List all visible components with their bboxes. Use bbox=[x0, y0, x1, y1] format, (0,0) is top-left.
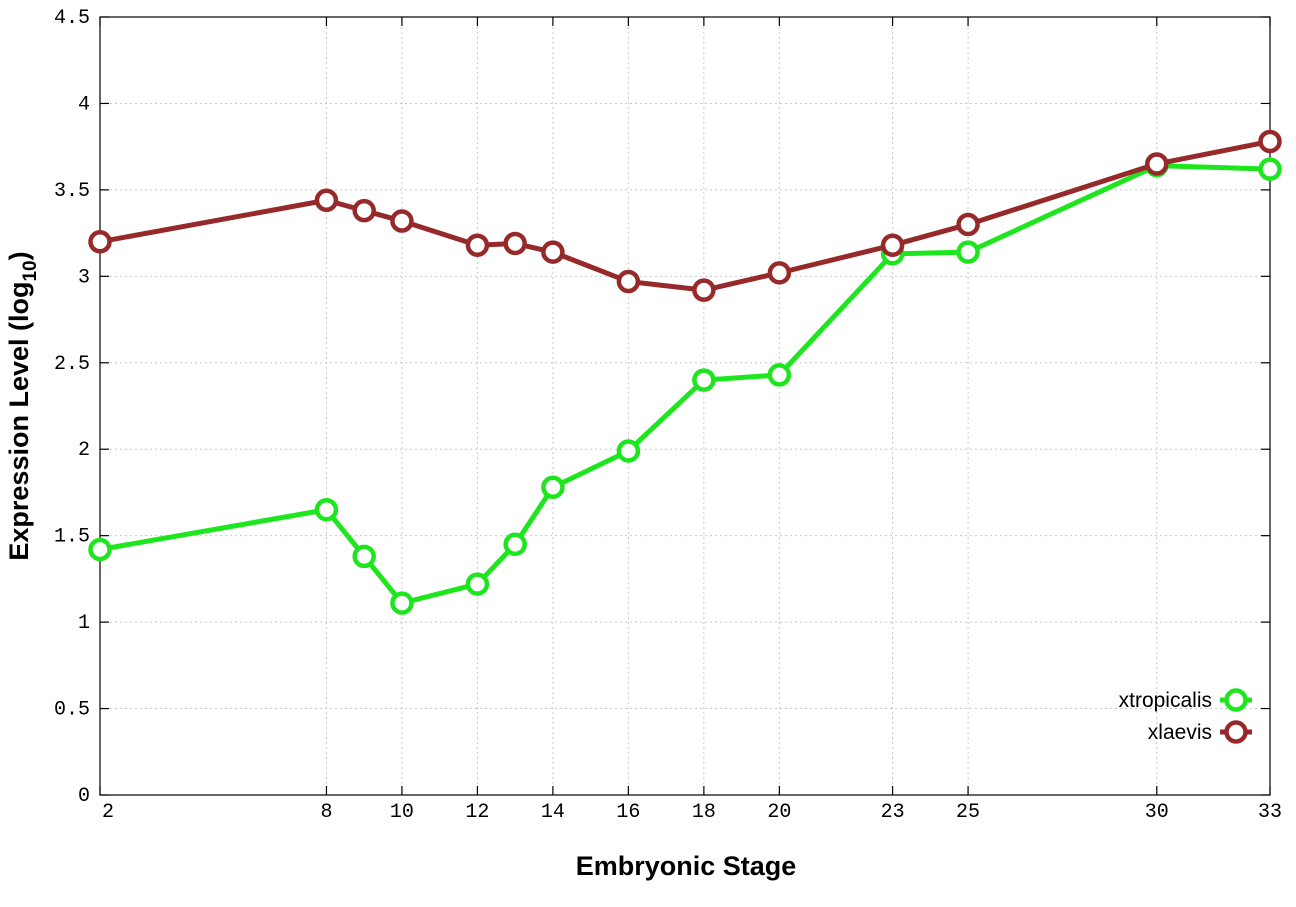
y-tick-label: 4.5 bbox=[54, 7, 90, 30]
x-tick-label: 20 bbox=[767, 801, 791, 824]
data-point-xlaevis bbox=[88, 230, 112, 254]
data-point-xlaevis bbox=[1145, 152, 1169, 176]
data-point-xlaevis bbox=[503, 231, 527, 256]
y-tick-label: 3.5 bbox=[54, 180, 90, 203]
legend-marker bbox=[1224, 688, 1248, 712]
x-tick-label: 18 bbox=[692, 801, 716, 824]
data-point-xtropicalis bbox=[314, 497, 339, 522]
x-tick-label: 12 bbox=[465, 801, 489, 824]
x-tick-label: 23 bbox=[881, 801, 905, 824]
series-xlaevis bbox=[88, 129, 1282, 302]
x-tick-label: 2 bbox=[102, 801, 114, 824]
y-axis-title-subscript: 10 bbox=[20, 260, 41, 281]
legend: xtropicalis xlaevis bbox=[1119, 688, 1252, 744]
y-tick-label: 0 bbox=[78, 785, 90, 808]
x-tick-label: 14 bbox=[541, 801, 565, 824]
data-point-xtropicalis bbox=[767, 363, 792, 387]
x-tick-label: 10 bbox=[390, 801, 414, 824]
legend-label: xtropicalis bbox=[1119, 689, 1212, 712]
x-tick-label: 33 bbox=[1258, 801, 1282, 824]
data-point-xtropicalis bbox=[956, 240, 980, 264]
data-point-xtropicalis bbox=[88, 537, 112, 562]
legend-marker bbox=[1224, 720, 1248, 744]
legend-item-xtropicalis: xtropicalis bbox=[1119, 688, 1252, 712]
series-line-xtropicalis bbox=[99, 163, 1271, 606]
data-point-xtropicalis bbox=[616, 439, 641, 463]
data-point-xlaevis bbox=[352, 198, 376, 223]
data-point-xtropicalis bbox=[503, 532, 527, 557]
legend-label: xlaevis bbox=[1148, 721, 1212, 744]
y-tick-label: 3 bbox=[78, 266, 90, 289]
x-tick-label: 25 bbox=[956, 801, 980, 824]
data-point-xlaevis bbox=[390, 209, 414, 233]
x-tick-label: 30 bbox=[1145, 801, 1169, 824]
axis-ticks: 2 8 10 12 14 16 18 20 23 25 30 33 0 0.5 1 1.5 2 2.5 3 3.5 4 4… bbox=[54, 7, 1282, 824]
data-point-xlaevis bbox=[616, 269, 641, 294]
data-point-xlaevis bbox=[767, 261, 792, 285]
y-tick-label: 2 bbox=[78, 439, 90, 462]
x-tick-label: 16 bbox=[616, 801, 640, 824]
data-point-xtropicalis bbox=[390, 591, 414, 615]
data-point-xtropicalis bbox=[465, 572, 490, 596]
y-tick-label: 1 bbox=[78, 612, 90, 635]
data-point-xlaevis bbox=[541, 240, 565, 264]
legend-item-xlaevis: xlaevis bbox=[1148, 720, 1252, 744]
series-xtropicalis bbox=[88, 153, 1282, 615]
data-point-xlaevis bbox=[465, 233, 490, 257]
data-point-xlaevis bbox=[692, 278, 716, 302]
data-point-xlaevis bbox=[956, 212, 980, 237]
y-tick-label: 0.5 bbox=[54, 699, 90, 722]
grid bbox=[100, 17, 1270, 795]
y-axis-title-close: ) bbox=[4, 251, 34, 260]
x-axis-title: Embryonic Stage bbox=[576, 851, 797, 881]
y-axis-title: Expression Level (log10) bbox=[4, 251, 41, 560]
data-point-xlaevis bbox=[880, 233, 905, 257]
y-axis-title-main: Expression Level (log bbox=[4, 282, 34, 561]
y-tick-label: 1.5 bbox=[54, 526, 90, 549]
series-layer bbox=[88, 129, 1282, 615]
data-point-xlaevis bbox=[314, 188, 339, 213]
data-point-xtropicalis bbox=[541, 475, 565, 500]
x-tick-label: 8 bbox=[320, 801, 332, 824]
y-tick-label: 4 bbox=[78, 93, 90, 116]
data-point-xtropicalis bbox=[352, 544, 376, 569]
data-point-xlaevis bbox=[1258, 129, 1282, 154]
data-point-xtropicalis bbox=[692, 368, 716, 392]
series-line-xlaevis bbox=[99, 139, 1271, 293]
plot-frame bbox=[99, 16, 1271, 796]
y-tick-label: 2.5 bbox=[54, 353, 90, 376]
data-point-xtropicalis bbox=[1258, 157, 1282, 181]
